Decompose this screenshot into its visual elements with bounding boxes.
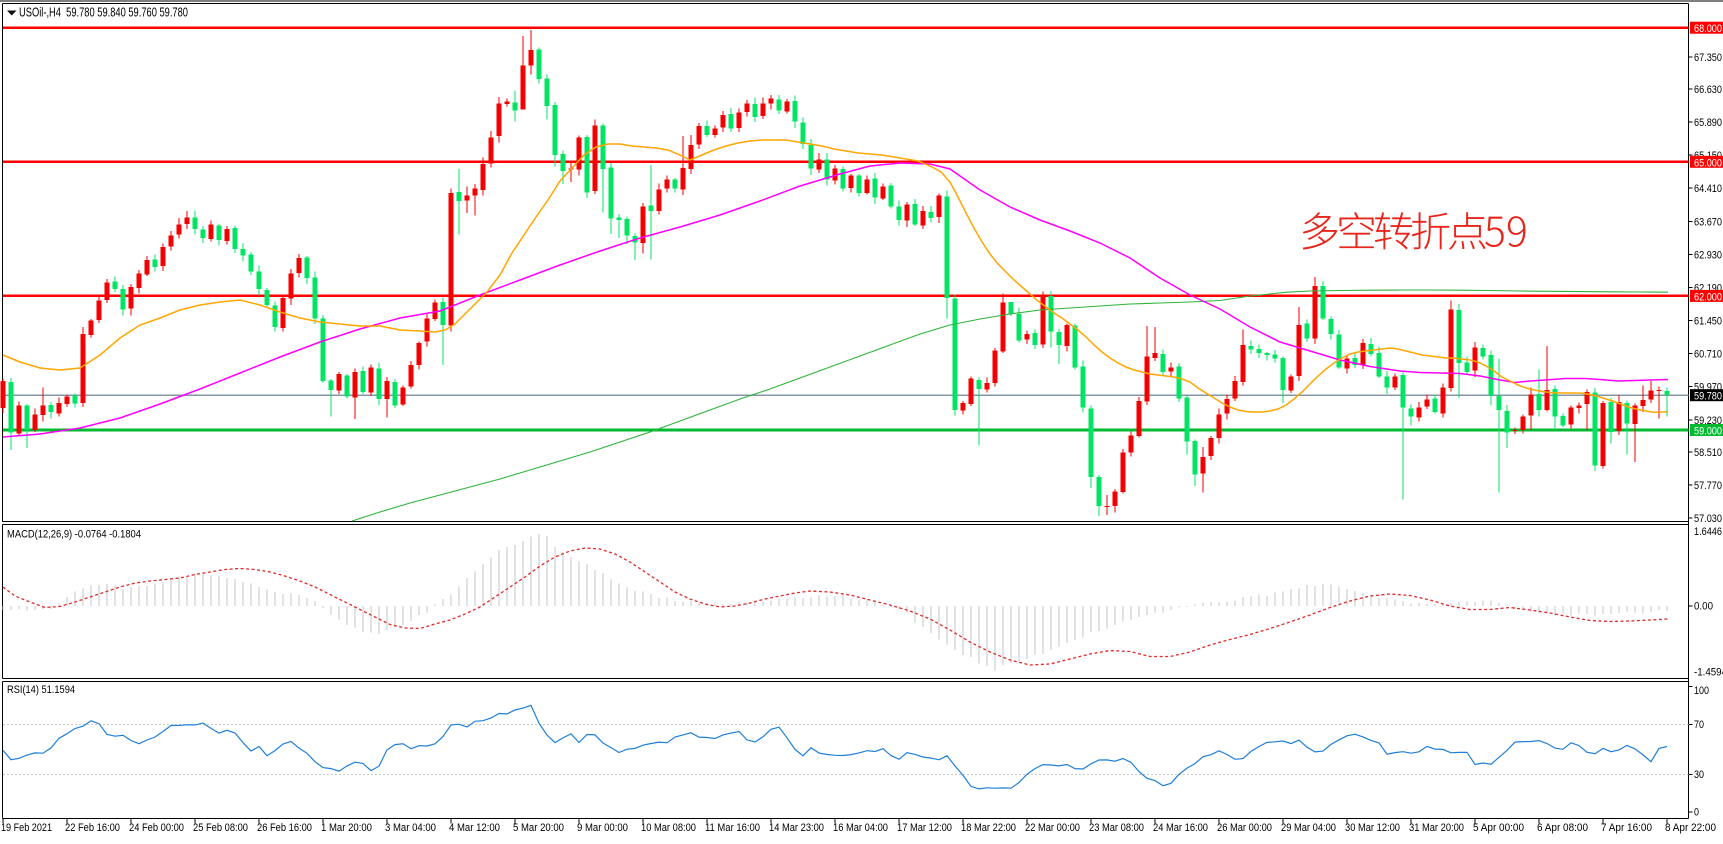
svg-text:7 Apr 16:00: 7 Apr 16:00 xyxy=(1601,822,1652,834)
svg-text:26 Mar 00:00: 26 Mar 00:00 xyxy=(1217,822,1272,834)
svg-text:8 Apr 22:00: 8 Apr 22:00 xyxy=(1665,822,1716,834)
svg-text:70: 70 xyxy=(1694,719,1704,731)
svg-text:63.670: 63.670 xyxy=(1694,216,1722,228)
svg-text:58.510: 58.510 xyxy=(1694,447,1722,459)
svg-text:30 Mar 12:00: 30 Mar 12:00 xyxy=(1345,822,1400,834)
svg-text:60.710: 60.710 xyxy=(1694,349,1722,361)
svg-text:10 Mar 08:00: 10 Mar 08:00 xyxy=(641,822,696,834)
svg-text:65.890: 65.890 xyxy=(1694,117,1722,129)
svg-text:4 Mar 12:00: 4 Mar 12:00 xyxy=(449,822,500,834)
svg-text:57.770: 57.770 xyxy=(1694,480,1722,492)
svg-text:31 Mar 20:00: 31 Mar 20:00 xyxy=(1409,822,1464,834)
svg-text:62.930: 62.930 xyxy=(1694,249,1722,261)
svg-text:61.450: 61.450 xyxy=(1694,316,1722,328)
svg-text:1.6446: 1.6446 xyxy=(1694,526,1722,538)
svg-text:68.000: 68.000 xyxy=(1694,23,1722,35)
svg-text:USOil-,H4 59.780 59.840 59.76: USOil-,H4 59.780 59.840 59.760 59.780 xyxy=(19,6,188,20)
svg-text:22 Mar 00:00: 22 Mar 00:00 xyxy=(1025,822,1080,834)
svg-text:-1.4594: -1.4594 xyxy=(1694,666,1723,678)
svg-text:25 Feb 08:00: 25 Feb 08:00 xyxy=(193,822,248,834)
svg-text:67.350: 67.350 xyxy=(1694,52,1722,64)
svg-text:59.780: 59.780 xyxy=(1694,391,1722,403)
svg-text:5 Mar 20:00: 5 Mar 20:00 xyxy=(513,822,564,834)
svg-text:26 Feb 16:00: 26 Feb 16:00 xyxy=(257,822,312,834)
svg-text:57.030: 57.030 xyxy=(1694,513,1722,525)
svg-text:22 Feb 16:00: 22 Feb 16:00 xyxy=(65,822,120,834)
svg-text:6 Apr 08:00: 6 Apr 08:00 xyxy=(1537,822,1588,834)
svg-text:1 Mar 20:00: 1 Mar 20:00 xyxy=(321,822,372,834)
svg-text:5 Apr 00:00: 5 Apr 00:00 xyxy=(1473,822,1524,834)
svg-text:65.000: 65.000 xyxy=(1694,157,1722,169)
svg-text:17 Mar 12:00: 17 Mar 12:00 xyxy=(897,822,952,834)
svg-text:MACD(12,26,9) -0.0764 -0.1804: MACD(12,26,9) -0.0764 -0.1804 xyxy=(7,529,141,541)
svg-text:11 Mar 16:00: 11 Mar 16:00 xyxy=(705,822,760,834)
svg-text:30: 30 xyxy=(1694,769,1704,781)
svg-text:23 Mar 08:00: 23 Mar 08:00 xyxy=(1089,822,1144,834)
svg-text:16 Mar 04:00: 16 Mar 04:00 xyxy=(833,822,888,834)
svg-text:24 Mar 16:00: 24 Mar 16:00 xyxy=(1153,822,1208,834)
svg-text:RSI(14) 51.1594: RSI(14) 51.1594 xyxy=(7,684,75,696)
svg-text:3 Mar 04:00: 3 Mar 04:00 xyxy=(385,822,436,834)
svg-text:0.00: 0.00 xyxy=(1694,600,1713,612)
svg-text:18 Mar 22:00: 18 Mar 22:00 xyxy=(961,822,1016,834)
svg-text:59.000: 59.000 xyxy=(1694,426,1722,438)
svg-text:14 Mar 23:00: 14 Mar 23:00 xyxy=(769,822,824,834)
svg-text:66.630: 66.630 xyxy=(1694,84,1722,96)
svg-text:0: 0 xyxy=(1694,807,1699,819)
svg-text:9 Mar 00:00: 9 Mar 00:00 xyxy=(577,822,628,834)
svg-text:62.000: 62.000 xyxy=(1694,291,1722,303)
svg-text:29 Mar 04:00: 29 Mar 04:00 xyxy=(1281,822,1336,834)
svg-text:19 Feb 2021: 19 Feb 2021 xyxy=(1,822,52,834)
svg-text:64.410: 64.410 xyxy=(1694,183,1722,195)
svg-text:100: 100 xyxy=(1694,685,1709,697)
svg-text:24 Feb 00:00: 24 Feb 00:00 xyxy=(129,822,184,834)
svg-text:59.230: 59.230 xyxy=(1694,415,1722,427)
